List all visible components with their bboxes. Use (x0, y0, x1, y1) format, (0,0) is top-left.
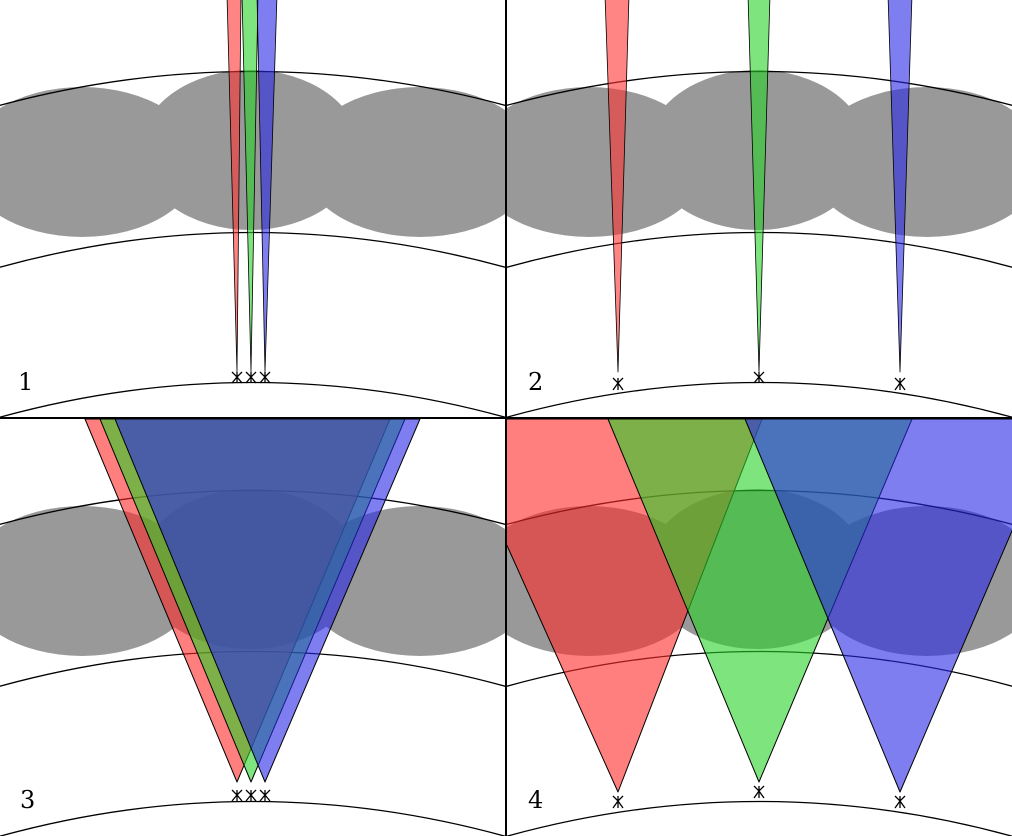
antenna-icon (612, 377, 624, 391)
panel-2: 2 (507, 0, 1012, 417)
antenna-icon (612, 795, 624, 809)
panel-4: 4 (507, 419, 1012, 836)
green-beam (241, 0, 259, 373)
blue-beam (744, 419, 1012, 793)
blue-beam (256, 0, 278, 373)
antenna-icon (245, 789, 257, 802)
antenna-icon (231, 371, 243, 384)
red-beam (604, 0, 630, 373)
blue-beam (887, 0, 913, 373)
antenna-icon (753, 785, 765, 799)
antenna-icon (259, 789, 271, 802)
antenna-icon (894, 795, 906, 809)
panel-number: 2 (528, 368, 543, 396)
antenna-icon (245, 371, 257, 384)
red-beam (226, 0, 242, 373)
antenna-icon (231, 789, 243, 802)
green-beam (747, 0, 771, 373)
panel-number: 4 (528, 786, 543, 814)
antenna-icon (894, 377, 906, 391)
antenna-icon (753, 371, 765, 384)
panel-number: 3 (20, 786, 35, 814)
panel-number: 1 (18, 368, 33, 396)
antenna-icon (259, 371, 271, 384)
panel-3: 3 (0, 419, 505, 836)
blue-beam (114, 419, 421, 783)
panel-1: 1 (0, 0, 505, 417)
